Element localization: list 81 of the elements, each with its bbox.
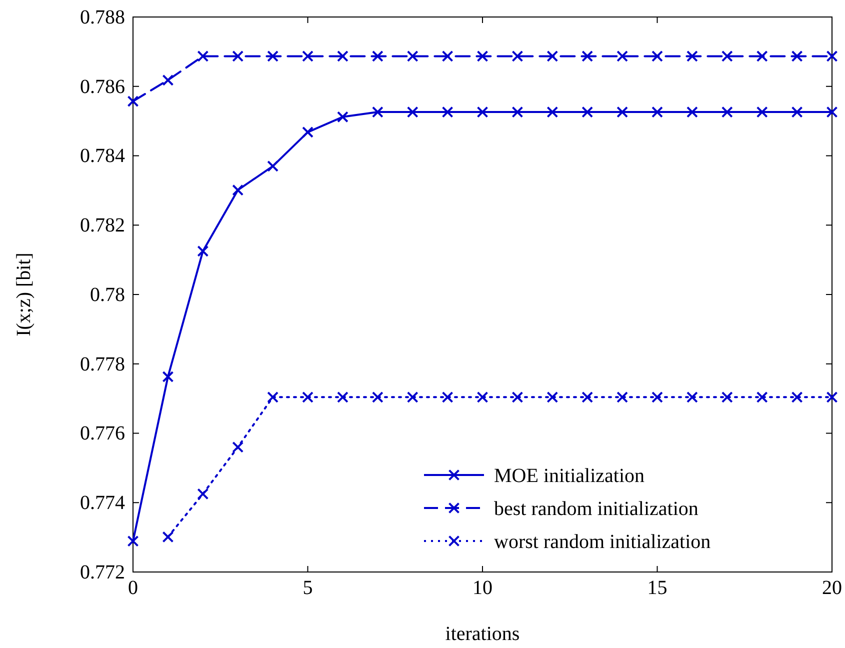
point <box>756 106 768 118</box>
point <box>582 391 594 403</box>
point <box>546 50 558 62</box>
point <box>721 391 733 403</box>
point <box>127 96 139 108</box>
legend-label: MOE initialization <box>494 465 645 487</box>
x-tick-label: 5 <box>302 577 313 600</box>
point <box>442 106 454 118</box>
y-tick-label: 0.774 <box>80 492 125 514</box>
point <box>686 50 698 62</box>
point <box>197 488 209 500</box>
x-axis-title: iterations <box>445 623 520 645</box>
point <box>162 370 174 382</box>
point <box>826 106 838 118</box>
point <box>582 50 594 62</box>
y-tick-label: 0.786 <box>80 76 125 98</box>
point <box>232 50 244 62</box>
point <box>406 106 418 118</box>
point <box>476 50 488 62</box>
y-tick-label: 0.772 <box>80 561 125 584</box>
point <box>406 50 418 62</box>
y-tick-label: 0.78 <box>90 284 125 306</box>
point <box>232 441 244 453</box>
y-axis-title: I(x;z) [bit] <box>13 252 35 336</box>
point <box>442 391 454 403</box>
point <box>686 106 698 118</box>
point <box>197 50 209 62</box>
point <box>616 50 628 62</box>
point <box>826 391 838 403</box>
point <box>721 106 733 118</box>
point <box>336 50 348 62</box>
point <box>791 106 803 118</box>
point <box>512 106 524 118</box>
point <box>512 391 524 403</box>
y-tick-label: 0.782 <box>80 214 125 237</box>
point <box>197 245 209 257</box>
point <box>406 391 418 403</box>
point <box>372 50 384 62</box>
point <box>756 391 768 403</box>
x-tick-label: 10 <box>472 577 492 600</box>
point <box>546 391 558 403</box>
point <box>267 50 279 62</box>
legend-label: worst random initialization <box>494 531 711 553</box>
point <box>791 50 803 62</box>
point <box>267 391 279 403</box>
point <box>476 391 488 403</box>
point <box>162 531 174 543</box>
point <box>336 391 348 403</box>
point <box>652 391 663 403</box>
point <box>756 50 768 62</box>
point <box>302 126 314 138</box>
y-tick-label: 0.778 <box>80 353 125 376</box>
point <box>476 106 488 118</box>
point <box>372 106 384 118</box>
point <box>302 50 314 62</box>
point <box>582 106 594 118</box>
point <box>546 106 558 118</box>
point <box>652 50 663 62</box>
point <box>267 160 279 172</box>
point <box>127 535 139 547</box>
point <box>616 106 628 118</box>
y-tick-label: 0.788 <box>80 6 125 28</box>
y-tick-label: 0.776 <box>80 422 125 445</box>
point <box>336 111 348 123</box>
legend-label: best random initialization <box>494 498 698 520</box>
y-tick-label: 0.784 <box>80 145 125 168</box>
point <box>442 50 454 62</box>
point <box>372 391 384 403</box>
point <box>512 50 524 62</box>
x-tick-label: 20 <box>822 577 842 600</box>
point <box>686 391 698 403</box>
point <box>162 74 174 86</box>
point <box>652 106 663 118</box>
point <box>232 184 244 196</box>
x-tick-label: 0 <box>128 577 138 600</box>
point <box>826 50 838 62</box>
point <box>721 50 733 62</box>
point <box>791 391 803 403</box>
point <box>302 391 314 403</box>
x-tick-label: 15 <box>647 577 668 600</box>
point <box>616 391 628 403</box>
